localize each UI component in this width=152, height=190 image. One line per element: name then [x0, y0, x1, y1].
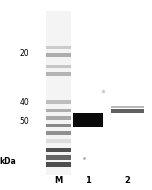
Text: 40: 40 — [19, 98, 29, 107]
Bar — [46, 148, 71, 152]
Bar — [46, 65, 71, 68]
Bar — [73, 112, 103, 127]
Bar — [46, 46, 71, 49]
Bar — [46, 155, 71, 160]
Bar — [46, 11, 71, 175]
Text: M: M — [54, 176, 63, 185]
Bar — [46, 109, 71, 112]
Bar — [46, 139, 71, 143]
Text: 2: 2 — [125, 176, 131, 185]
Bar — [46, 100, 71, 104]
Text: 50: 50 — [19, 117, 29, 126]
Text: kDa: kDa — [0, 157, 16, 166]
Bar — [46, 116, 71, 120]
Bar — [46, 72, 71, 76]
Text: 20: 20 — [19, 49, 29, 58]
Bar — [46, 162, 71, 167]
Bar — [46, 124, 71, 127]
Bar — [111, 106, 144, 108]
Bar — [46, 53, 71, 57]
Bar — [111, 109, 144, 113]
Text: 1: 1 — [85, 176, 91, 185]
Bar — [46, 131, 71, 135]
